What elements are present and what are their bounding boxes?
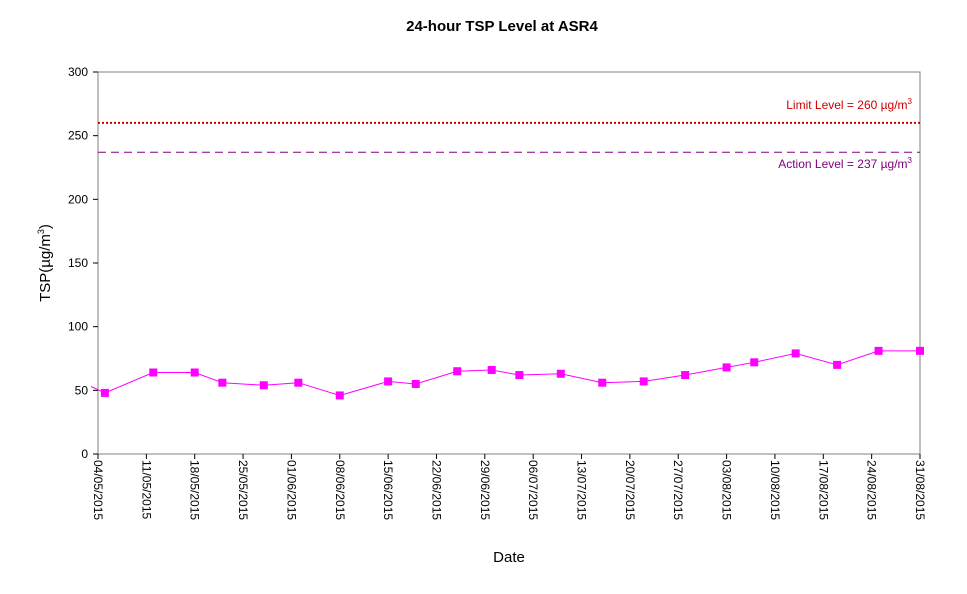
reference-line-label-text: Action Level = 237: [778, 157, 880, 171]
y-axis: 0 50 100 150 200 250 300: [68, 65, 98, 461]
x-tick-label: 18/05/2015: [188, 460, 202, 520]
data-point-marker: [556, 369, 565, 378]
y-axis-title: TSP(µg/m3): [36, 224, 54, 302]
y-axis-title-unit-sup: 3: [36, 229, 46, 234]
y-tick-label: 250: [68, 129, 88, 143]
y-tick-label: 100: [68, 320, 88, 334]
data-point-marker: [335, 391, 344, 400]
y-tick-label: 50: [75, 383, 89, 397]
data-point-marker: [453, 367, 462, 376]
reference-line-label: Limit Level = 260 µg/m3: [786, 97, 912, 112]
data-point-marker: [750, 358, 759, 367]
x-tick-label: 22/06/2015: [429, 460, 443, 520]
x-tick-label: 31/08/2015: [913, 460, 927, 520]
data-point-marker: [259, 381, 268, 390]
x-tick-label: 11/05/2015: [139, 460, 153, 519]
reference-line-label-unit: µg/m: [881, 157, 908, 171]
y-axis-title-prefix: TSP(: [37, 268, 54, 302]
x-tick-label: 13/07/2015: [575, 460, 589, 520]
x-tick-label: 01/06/2015: [284, 460, 298, 520]
data-point-marker: [791, 349, 800, 358]
y-tick-label: 200: [68, 192, 88, 206]
data-point-marker: [916, 346, 924, 355]
chart-title: 24-hour TSP Level at ASR4: [406, 18, 598, 35]
data-point-marker: [487, 365, 496, 374]
reference-line-label-unit-sup: 3: [908, 156, 913, 165]
y-axis-title-suffix: ): [37, 224, 54, 229]
y-tick-label: 0: [81, 447, 88, 461]
reference-line-label: Action Level = 237 µg/m3: [778, 156, 912, 171]
data-point-marker: [149, 368, 158, 377]
x-tick-label: 06/07/2015: [526, 460, 540, 520]
reference-line-label-text: Limit Level = 260: [786, 98, 880, 112]
x-tick-label: 08/06/2015: [333, 460, 347, 520]
data-point-marker: [384, 377, 393, 386]
x-tick-label: 25/05/2015: [236, 460, 250, 520]
reference-line-label-unit: µg/m: [881, 98, 908, 112]
data-point-marker: [681, 371, 690, 380]
data-point-marker: [515, 371, 524, 380]
x-tick-label: 04/05/2015: [91, 460, 105, 520]
series-group: [90, 346, 924, 400]
data-point-marker: [639, 377, 648, 386]
x-tick-label: 29/06/2015: [478, 460, 492, 520]
y-tick-label: 150: [68, 256, 88, 270]
x-tick-label: 24/08/2015: [865, 460, 879, 520]
data-point-marker: [294, 378, 303, 387]
data-point-marker: [411, 379, 420, 388]
data-point-marker: [722, 363, 731, 372]
x-axis: 04/05/2015 11/05/2015 18/05/2015 25/05/2015…: [91, 454, 927, 520]
x-tick-label: 10/08/2015: [768, 460, 782, 520]
data-point-marker: [598, 378, 607, 387]
x-tick-label: 03/08/2015: [720, 460, 734, 520]
x-axis-title: Date: [493, 549, 525, 566]
reference-line-label-unit-sup: 3: [908, 97, 913, 106]
y-axis-title-unit: µg/m: [37, 234, 54, 268]
x-tick-label: 27/07/2015: [671, 460, 685, 520]
data-point-marker: [874, 346, 883, 355]
x-tick-label: 15/06/2015: [381, 460, 395, 520]
data-point-marker: [100, 388, 109, 397]
data-point-marker: [833, 360, 842, 369]
data-point-marker: [218, 378, 227, 387]
y-tick-label: 300: [68, 65, 88, 79]
x-tick-label: 17/08/2015: [816, 460, 830, 520]
data-point-marker: [190, 368, 199, 377]
x-tick-label: 20/07/2015: [623, 460, 637, 520]
